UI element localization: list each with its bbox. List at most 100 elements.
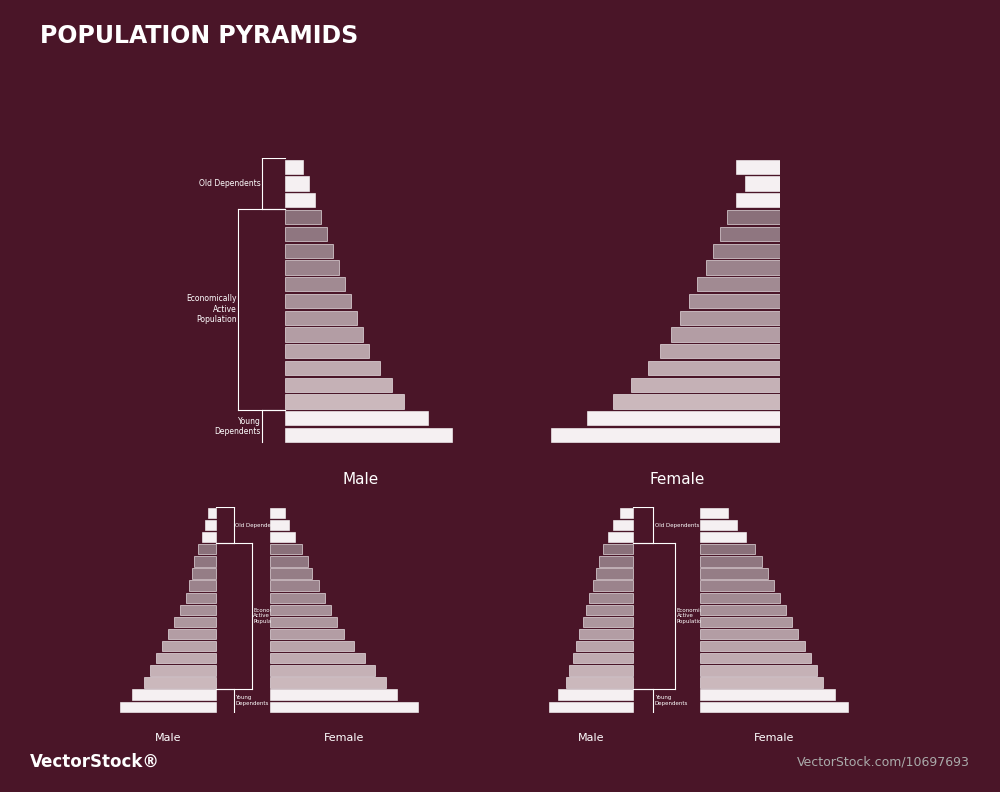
Text: Female: Female xyxy=(649,472,705,487)
Bar xyxy=(205,520,216,530)
Bar xyxy=(589,592,633,603)
Text: Female: Female xyxy=(754,733,794,744)
Bar xyxy=(620,508,633,518)
Bar xyxy=(603,544,633,554)
Bar xyxy=(270,508,285,518)
Bar xyxy=(613,520,633,530)
Bar xyxy=(189,581,216,591)
Bar xyxy=(285,227,327,241)
Bar xyxy=(285,160,303,174)
Bar xyxy=(186,592,216,603)
Text: Young
Dependents: Young Dependents xyxy=(235,695,269,706)
Bar xyxy=(270,544,302,554)
Bar xyxy=(631,378,780,392)
Bar xyxy=(144,677,216,687)
Bar xyxy=(270,690,397,700)
Bar xyxy=(285,394,404,409)
Bar xyxy=(700,665,817,676)
Bar xyxy=(285,243,333,257)
Bar xyxy=(660,345,780,359)
Bar xyxy=(208,508,216,518)
Bar xyxy=(569,665,633,676)
Bar xyxy=(174,617,216,627)
Bar xyxy=(583,617,633,627)
Bar xyxy=(285,277,345,291)
Bar xyxy=(671,327,780,341)
Bar xyxy=(549,702,633,712)
Bar xyxy=(700,653,811,664)
Bar xyxy=(727,210,780,224)
Bar xyxy=(192,569,216,579)
Bar xyxy=(270,532,295,543)
Bar xyxy=(285,411,428,425)
Bar xyxy=(168,629,216,639)
Bar xyxy=(700,532,746,543)
Text: Male: Male xyxy=(578,733,604,744)
Text: VectorStock.com/10697693: VectorStock.com/10697693 xyxy=(797,756,970,769)
Text: Female: Female xyxy=(324,733,364,744)
Bar xyxy=(593,581,633,591)
Bar xyxy=(745,177,780,191)
Bar xyxy=(720,227,780,241)
Text: Economically
Active
Population: Economically Active Population xyxy=(253,607,290,624)
Bar xyxy=(270,653,365,664)
Bar xyxy=(285,345,369,359)
Bar xyxy=(700,605,786,615)
Bar xyxy=(700,556,762,566)
Text: Young
Dependents: Young Dependents xyxy=(655,695,688,706)
Text: Young
Dependents: Young Dependents xyxy=(214,417,260,436)
Bar xyxy=(156,653,216,664)
Bar xyxy=(285,193,315,208)
Bar xyxy=(613,394,780,409)
Bar xyxy=(285,310,357,325)
Bar xyxy=(285,361,380,375)
Text: Old Dependents: Old Dependents xyxy=(235,523,280,527)
Text: Old Dependents: Old Dependents xyxy=(655,523,699,527)
Bar xyxy=(700,641,805,651)
Bar xyxy=(558,690,633,700)
Bar xyxy=(689,294,780,308)
Bar xyxy=(736,193,780,208)
Bar xyxy=(202,532,216,543)
Bar xyxy=(586,605,633,615)
Bar xyxy=(150,665,216,676)
Bar xyxy=(648,361,780,375)
Bar xyxy=(270,629,344,639)
Bar xyxy=(700,592,780,603)
Bar xyxy=(573,653,633,664)
Bar xyxy=(700,677,823,687)
Bar xyxy=(700,569,768,579)
Bar xyxy=(700,617,792,627)
Bar xyxy=(270,641,354,651)
Bar xyxy=(270,605,331,615)
Text: Old Dependents: Old Dependents xyxy=(199,179,260,188)
Text: Male: Male xyxy=(342,472,378,487)
Bar xyxy=(566,677,633,687)
Bar xyxy=(270,677,386,687)
Bar xyxy=(285,327,363,341)
Bar xyxy=(270,617,337,627)
Bar xyxy=(713,243,780,257)
Bar xyxy=(706,261,780,275)
Bar xyxy=(285,378,392,392)
Bar xyxy=(576,641,633,651)
Bar xyxy=(120,702,216,712)
Bar xyxy=(700,702,848,712)
Text: Economically
Active
Population: Economically Active Population xyxy=(186,295,237,324)
Bar xyxy=(270,665,375,676)
Bar xyxy=(270,520,289,530)
Bar xyxy=(700,544,755,554)
Bar xyxy=(700,690,835,700)
Bar xyxy=(700,508,728,518)
Text: VectorStock®: VectorStock® xyxy=(30,753,160,771)
Bar xyxy=(736,160,780,174)
Bar xyxy=(162,641,216,651)
Bar xyxy=(697,277,780,291)
Bar xyxy=(579,629,633,639)
Bar xyxy=(285,294,351,308)
Bar xyxy=(599,556,633,566)
Bar xyxy=(700,581,774,591)
Bar xyxy=(270,702,418,712)
Bar xyxy=(194,556,216,566)
Text: Economically
Active
Population: Economically Active Population xyxy=(677,607,713,624)
